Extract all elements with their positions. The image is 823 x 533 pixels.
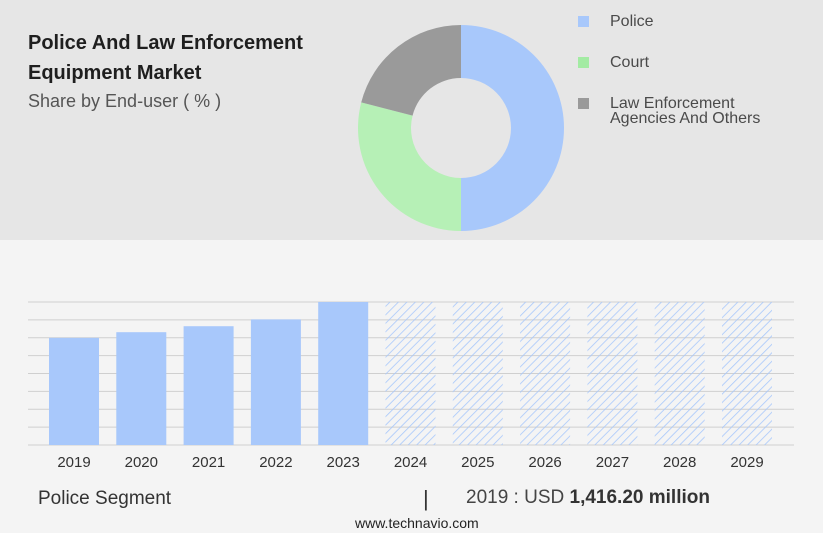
bar-chart: 2019 2020 2021 2022 2023 2024 2025 2026 2027 2028… (28, 301, 794, 471)
segment-label: Police Segment (38, 488, 172, 509)
chart-title: Police And Law Enforcement Equipment Mar… (28, 28, 303, 88)
legend-swatch-law-enforcement (578, 98, 589, 109)
forecast-bar-2029 (722, 302, 772, 445)
x-tick-label-2028: 2028 (663, 454, 696, 471)
x-tick-label-2022: 2022 (259, 454, 292, 471)
segment-value: 2019 : USD 1,416.20 million (466, 487, 710, 509)
forecast-bar-2028 (654, 302, 705, 445)
legend-label-law-enforcement-line-1: Law Enforcement (610, 95, 735, 112)
forecast-bar-2024 (385, 302, 436, 445)
forecast-bar-2026 (520, 302, 571, 445)
source-url: www.technavio.com (355, 515, 479, 531)
legend-swatch-court (578, 57, 589, 68)
x-tick-label-2021: 2021 (192, 454, 225, 471)
legend-label-law-enforcement-line-2: Agencies And Others (610, 110, 761, 127)
x-tick-label-2026: 2026 (528, 454, 561, 471)
bar-2022 (250, 319, 301, 445)
x-tick-label-2023: 2023 (327, 454, 360, 471)
chart-title-line-2: Equipment Market (28, 62, 202, 84)
chart-title-line-1: Police And Law Enforcement (28, 32, 303, 54)
bar-2021 (183, 326, 234, 445)
footer-separator: | (423, 486, 429, 511)
forecast-bar-2027 (587, 302, 638, 445)
bar-2019 (49, 337, 99, 445)
segment-value-amount: 1,416.20 million (569, 487, 710, 508)
legend-swatch-police (578, 16, 589, 27)
segment-value-year: 2019 : USD (466, 487, 565, 508)
donut-slice-law-enforcement (361, 25, 461, 116)
x-tick-label-2019: 2019 (57, 454, 90, 471)
bar-2023 (318, 302, 369, 445)
legend-label-police: Police (610, 13, 654, 30)
donut-chart (358, 25, 564, 231)
donut-slice-police (461, 25, 564, 231)
x-tick-label-2024: 2024 (394, 454, 427, 471)
bar-2020 (116, 332, 167, 445)
x-tick-label-2025: 2025 (461, 454, 494, 471)
legend-label-law-enforcement: Law Enforcement Agencies And Others (610, 95, 810, 127)
forecast-bar-2025 (452, 302, 503, 445)
x-tick-label-2029: 2029 (730, 454, 763, 471)
donut-slice-court (358, 102, 461, 231)
chart-subtitle: Share by End-user ( % ) (28, 91, 222, 111)
x-tick-label-2027: 2027 (596, 454, 629, 471)
legend-label-court: Court (610, 54, 650, 71)
x-tick-label-2020: 2020 (125, 454, 158, 471)
